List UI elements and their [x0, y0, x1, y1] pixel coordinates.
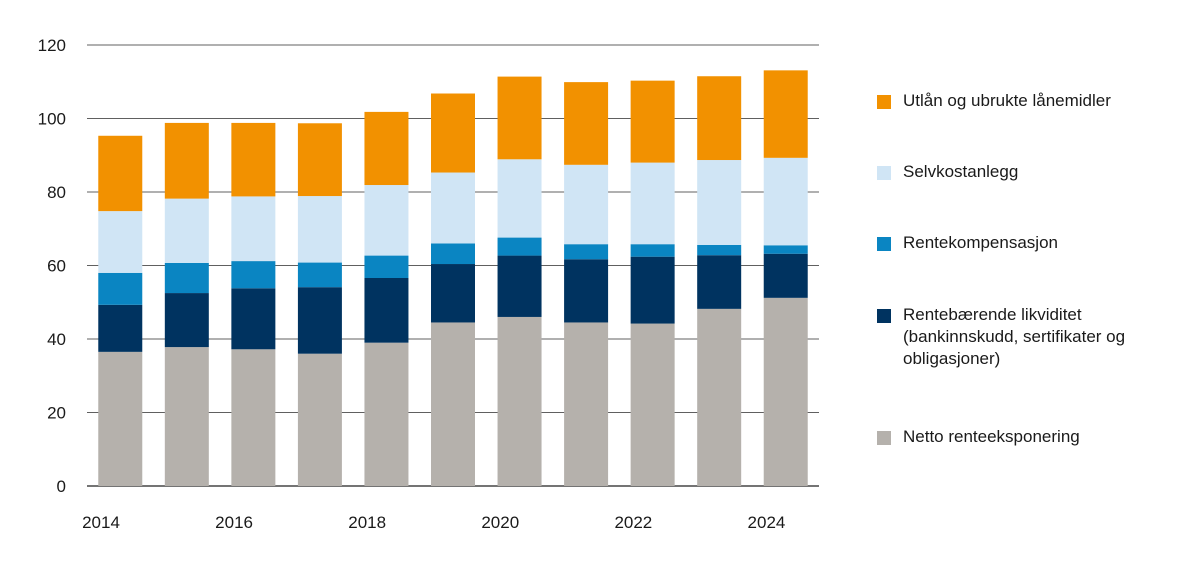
bar-2014-series-2 [98, 272, 143, 305]
bar-2024-series-4 [763, 70, 808, 158]
legend-item-netto: Netto renteeksponering [877, 426, 1193, 448]
legend-item-utlan: Utlån og ubrukte lånemidler [877, 90, 1193, 112]
bar-2024-series-3 [763, 157, 808, 246]
legend-label-selvkost: Selvkostanlegg [903, 162, 1019, 181]
x-axis-ticks: 2014 2016 2018 2020 2022 2024 [82, 513, 785, 532]
legend-swatch-rentekomp [877, 237, 891, 251]
legend-swatch-utlan [877, 95, 891, 109]
bar-2021-series-4 [564, 82, 609, 165]
bar-2015-series-0 [164, 347, 209, 486]
legend-item-likviditet: Rentebærende likviditet (bankinnskudd, s… [877, 304, 1193, 370]
bars [98, 70, 808, 486]
y-axis-ticks: 0 20 40 60 80 100 120 [38, 36, 66, 496]
bar-2023-series-4 [697, 76, 742, 161]
bar-2015-series-3 [164, 198, 209, 263]
y-tick-label: 80 [47, 183, 66, 202]
bar-2019-series-4 [431, 93, 475, 173]
bar-2023-series-0 [697, 308, 742, 486]
bar-2022-series-0 [630, 323, 675, 486]
bar-2022-series-3 [630, 162, 675, 245]
y-tick-label: 120 [38, 36, 66, 55]
bar-2024-series-2 [763, 245, 808, 254]
bar-2015-series-1 [164, 293, 209, 348]
bar-2014-series-4 [98, 135, 143, 212]
bar-2016-series-0 [231, 349, 276, 486]
legend-swatch-netto [877, 431, 891, 445]
bar-2017-series-0 [297, 353, 342, 486]
bar-2017-series-3 [297, 196, 342, 263]
bar-2024-series-1 [763, 253, 808, 298]
bar-2018-series-4 [364, 111, 409, 186]
x-tick-label: 2024 [748, 513, 786, 532]
bar-2022-series-4 [630, 80, 675, 163]
bar-2023-series-3 [697, 160, 742, 245]
legend-label-netto: Netto renteeksponering [903, 427, 1080, 446]
stacked-bar-chart: 0 20 40 60 80 100 120 2014 2016 2018 2020 2022 2024 [38, 36, 819, 532]
bar-2019-series-2 [431, 243, 475, 265]
bar-2020-series-1 [497, 255, 542, 317]
bar-2024-series-0 [763, 297, 808, 486]
y-tick-label: 0 [57, 477, 66, 496]
bar-2023-series-1 [697, 255, 742, 309]
bar-2020-series-2 [497, 237, 542, 256]
bar-2018-series-2 [364, 255, 409, 278]
bar-2017-series-4 [297, 123, 342, 197]
bar-2021-series-3 [564, 164, 609, 245]
bar-2023-series-2 [697, 244, 742, 256]
bar-2019-series-1 [431, 264, 475, 323]
bar-2021-series-2 [564, 244, 609, 260]
x-tick-label: 2022 [614, 513, 652, 532]
bar-2018-series-0 [364, 342, 409, 486]
bar-2022-series-1 [630, 256, 675, 324]
y-tick-label: 100 [38, 110, 66, 129]
bar-2022-series-2 [630, 244, 675, 257]
bar-2018-series-1 [364, 277, 409, 343]
bar-2016-series-2 [231, 261, 276, 289]
bar-2014-series-0 [98, 351, 143, 486]
x-tick-label: 2018 [348, 513, 386, 532]
legend-label-utlan: Utlån og ubrukte lånemidler [903, 91, 1111, 110]
x-tick-label: 2020 [481, 513, 519, 532]
bar-2018-series-3 [364, 185, 409, 256]
bar-2020-series-4 [497, 76, 542, 160]
legend-swatch-likviditet [877, 309, 891, 323]
x-tick-label: 2014 [82, 513, 120, 532]
y-tick-label: 20 [47, 404, 66, 423]
bar-2014-series-1 [98, 304, 143, 352]
bar-2019-series-3 [431, 172, 475, 244]
y-tick-label: 40 [47, 330, 66, 349]
legend-item-selvkost: Selvkostanlegg [877, 161, 1193, 183]
y-tick-label: 60 [47, 257, 66, 276]
bar-2016-series-3 [231, 196, 276, 262]
bar-2014-series-3 [98, 211, 143, 273]
legend-swatch-selvkost [877, 166, 891, 180]
bar-2021-series-1 [564, 259, 609, 323]
bar-2019-series-0 [431, 322, 475, 486]
x-tick-label: 2016 [215, 513, 253, 532]
legend-label-likviditet: Rentebærende likviditet (bankinnskudd, s… [903, 305, 1126, 368]
bar-2017-series-2 [297, 262, 342, 288]
bar-2017-series-1 [297, 287, 342, 354]
bar-2020-series-3 [497, 159, 542, 238]
legend-item-rentekomp: Rentekompensasjon [877, 232, 1193, 254]
bar-2015-series-4 [164, 122, 209, 199]
bar-2020-series-0 [497, 316, 542, 486]
bar-2021-series-0 [564, 322, 609, 486]
legend-label-rentekomp: Rentekompensasjon [903, 233, 1058, 252]
bar-2016-series-4 [231, 122, 276, 197]
bar-2016-series-1 [231, 288, 276, 350]
bar-2015-series-2 [164, 262, 209, 294]
